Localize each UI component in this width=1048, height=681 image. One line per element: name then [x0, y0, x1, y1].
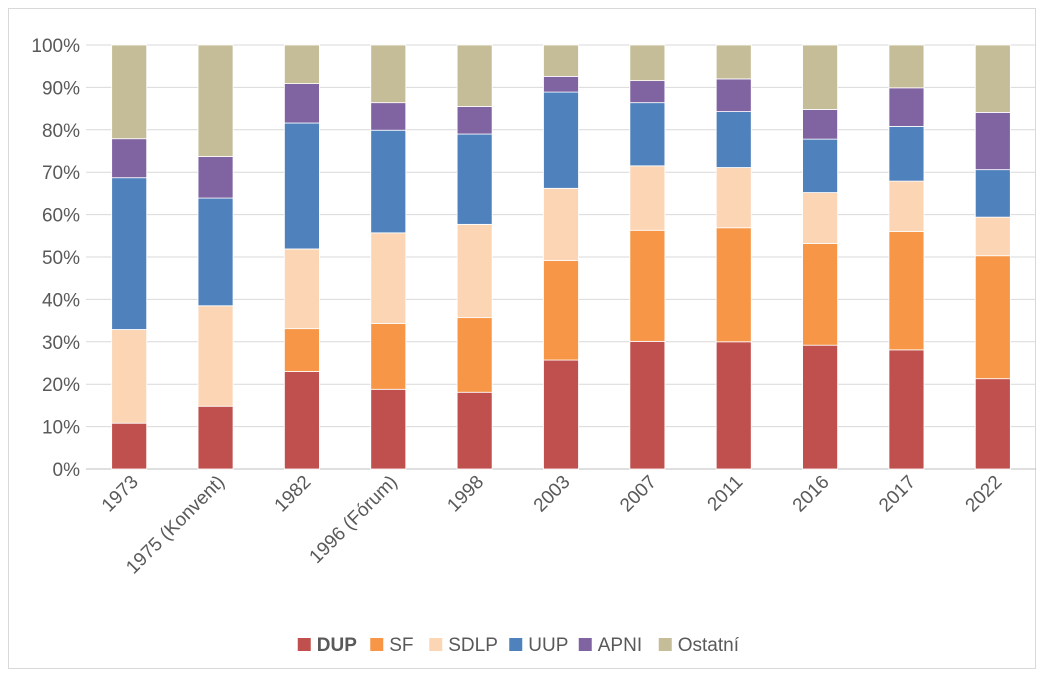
- legend-swatch: [297, 638, 311, 651]
- bar-segment-dup: [456, 391, 493, 470]
- bar-segment-sf: [629, 229, 666, 342]
- y-tick-label: 20%: [42, 375, 80, 396]
- y-tick-label: 70%: [42, 163, 80, 184]
- bar-segment-ostatn-: [974, 44, 1011, 113]
- bar-segment-sf: [888, 231, 925, 351]
- bar-segment-uup: [629, 102, 666, 167]
- x-tick-label: 1998: [443, 472, 488, 517]
- bar-segment-uup: [284, 122, 320, 250]
- bar-segment-apni: [370, 102, 407, 131]
- bar-segment-sdlp: [111, 329, 148, 424]
- y-tick-label: 60%: [42, 206, 80, 227]
- bar-segment-ostatn-: [370, 44, 407, 104]
- bar-segment-sf: [456, 317, 493, 393]
- legend-label: Ostatní: [678, 635, 740, 656]
- bar-segment-dup: [284, 371, 320, 470]
- bar-segment-uup: [111, 177, 148, 330]
- legend-swatch: [578, 638, 592, 651]
- bar-segment-apni: [111, 138, 148, 179]
- bar-segment-sf: [974, 255, 1011, 380]
- bar-segment-dup: [543, 359, 579, 470]
- legend-label: DUP: [317, 635, 357, 656]
- bar-segment-apni: [197, 156, 234, 199]
- legend-label: SDLP: [448, 635, 498, 656]
- bar-segment-sdlp: [456, 223, 493, 319]
- bar-segment-apni: [888, 87, 925, 127]
- bar-segment-dup: [111, 422, 148, 470]
- y-tick-label: 40%: [42, 290, 80, 311]
- bar-segment-apni: [456, 106, 493, 135]
- bar-segment-sdlp: [888, 180, 925, 232]
- bar-segment-sdlp: [802, 192, 838, 244]
- x-tick-label: 2003: [530, 472, 575, 517]
- bar-segment-ostatn-: [629, 44, 666, 82]
- bar-segment-uup: [802, 138, 838, 193]
- bar-segment-sdlp: [543, 187, 579, 261]
- bar-segment-sdlp: [974, 216, 1011, 257]
- bar-segment-uup: [974, 169, 1011, 218]
- bar-segment-ostatn-: [197, 44, 234, 157]
- legend-swatch: [370, 638, 384, 651]
- bar-segment-uup: [543, 91, 579, 189]
- bar-segment-uup: [197, 197, 234, 307]
- x-tick-label: 1996 (Fórum): [306, 472, 402, 568]
- bar-segment-sdlp: [197, 305, 234, 407]
- bar-segment-sf: [715, 227, 752, 343]
- bar-segment-uup: [888, 126, 925, 182]
- bar-segment-apni: [802, 109, 838, 140]
- bar-segment-uup: [370, 129, 407, 234]
- y-tick-label: 0%: [53, 460, 81, 481]
- y-tick-label: 30%: [42, 333, 80, 354]
- bar-segment-sdlp: [284, 248, 320, 330]
- legend-swatch: [429, 638, 443, 651]
- bar-segment-apni: [974, 112, 1011, 171]
- legend-label: APNI: [598, 635, 642, 656]
- x-tick-label: 2017: [875, 472, 920, 517]
- x-tick-label: 2016: [789, 472, 834, 517]
- bar-segment-sf: [284, 328, 320, 372]
- bar-segment-dup: [197, 405, 234, 470]
- bar-segment-ostatn-: [111, 44, 148, 140]
- bar-segment-ostatn-: [543, 44, 579, 77]
- bar-segment-apni: [629, 80, 666, 104]
- bar-segment-dup: [629, 340, 666, 470]
- bar-segment-sf: [543, 259, 579, 361]
- chart-frame: [8, 8, 1036, 669]
- y-tick-label: 90%: [42, 78, 80, 99]
- bar-segment-uup: [715, 111, 752, 168]
- bar-segment-dup: [888, 349, 925, 470]
- x-tick-label: 1982: [271, 472, 316, 517]
- legend-label: SF: [389, 635, 413, 656]
- bar-segment-apni: [715, 78, 752, 112]
- bar-segment-sf: [370, 323, 407, 390]
- bar-segment-ostatn-: [888, 44, 925, 89]
- legend-swatch: [509, 638, 523, 651]
- y-tick-label: 80%: [42, 121, 80, 142]
- bar-segment-ostatn-: [802, 44, 838, 110]
- bar-segment-apni: [543, 75, 579, 93]
- x-tick-label: 1973: [98, 472, 143, 517]
- y-tick-label: 10%: [42, 418, 80, 439]
- bar-segment-ostatn-: [284, 44, 320, 84]
- bar-segment-dup: [802, 344, 838, 470]
- bar-segment-sf: [802, 243, 838, 346]
- bar-segment-uup: [456, 133, 493, 225]
- bar-segment-sdlp: [715, 167, 752, 229]
- legend-label: UUP: [528, 635, 568, 656]
- y-tick-label: 100%: [31, 36, 80, 57]
- x-tick-label: 2007: [616, 472, 661, 517]
- x-tick-label: 2022: [962, 472, 1007, 517]
- x-tick-label: 2011: [704, 472, 748, 516]
- bar-segment-apni: [284, 83, 320, 124]
- bar-segment-dup: [370, 388, 407, 470]
- bar-segment-dup: [974, 378, 1011, 470]
- legend-swatch: [658, 638, 672, 651]
- y-tick-label: 50%: [42, 248, 80, 269]
- bar-segment-ostatn-: [456, 44, 493, 107]
- bar-segment-sdlp: [370, 232, 407, 324]
- bar-segment-dup: [715, 341, 752, 470]
- bar-segment-ostatn-: [715, 44, 752, 80]
- bar-segment-sdlp: [629, 165, 666, 231]
